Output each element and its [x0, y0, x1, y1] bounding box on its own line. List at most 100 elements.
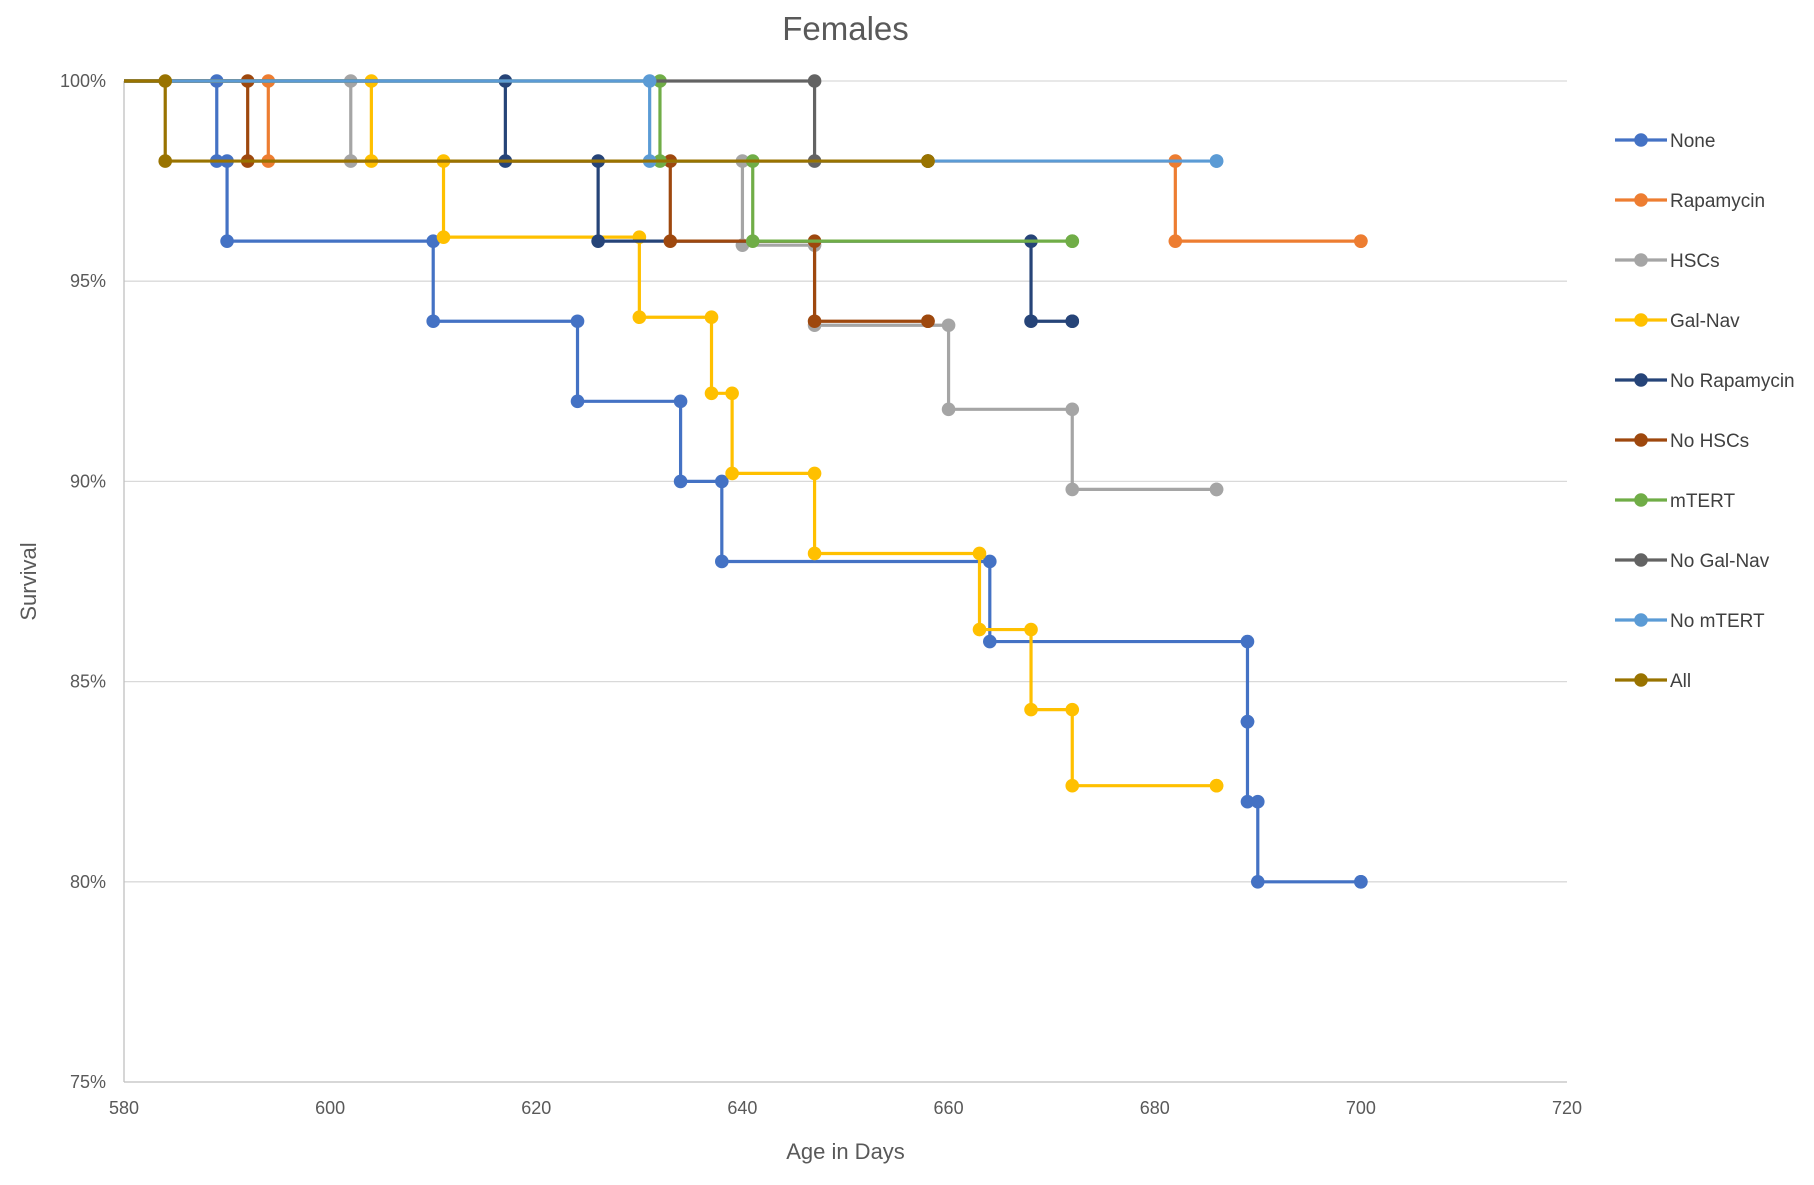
series-no-mtert	[124, 74, 1224, 168]
x-tick-label: 640	[727, 1098, 757, 1118]
legend-label: No HSCs	[1670, 431, 1749, 452]
data-point	[1024, 622, 1038, 637]
data-point	[632, 310, 647, 325]
series-line	[124, 79, 928, 323]
data-point	[1240, 794, 1255, 809]
data-point	[591, 234, 605, 248]
data-point	[807, 466, 822, 481]
data-point	[158, 154, 173, 168]
data-point	[972, 622, 987, 637]
y-tick-label: 100%	[60, 71, 106, 91]
data-point	[983, 634, 997, 649]
x-tick-label: 660	[934, 1098, 964, 1118]
data-point	[715, 554, 729, 569]
data-point	[1065, 402, 1080, 417]
data-point	[673, 394, 688, 409]
x-tick-label: 680	[1140, 1098, 1170, 1118]
x-tick-label: 700	[1346, 1098, 1376, 1118]
chart-title: Females	[782, 10, 909, 47]
data-point	[1250, 794, 1265, 809]
x-tick-label: 580	[109, 1098, 139, 1118]
legend-item: No Gal-Nav	[1615, 551, 1770, 572]
data-point	[715, 474, 729, 489]
data-point	[807, 74, 822, 88]
data-point	[642, 74, 657, 88]
legend-label: No mTERT	[1670, 611, 1765, 632]
legend-label: Rapamycin	[1670, 191, 1765, 212]
data-point	[1240, 714, 1255, 729]
legend-label: No Rapamycin	[1670, 371, 1795, 392]
data-point	[807, 546, 822, 561]
data-point	[1209, 778, 1224, 793]
axes: 75% 80% 85% 90% 95% 100% 580 600 620 640 660 680 700…	[60, 71, 1582, 1118]
data-series	[124, 74, 1368, 889]
data-point	[1209, 154, 1224, 168]
data-point	[1065, 702, 1080, 717]
series-no-hscs	[124, 74, 935, 329]
y-tick-label: 90%	[70, 471, 106, 491]
data-point	[1024, 314, 1038, 329]
data-point	[725, 386, 739, 401]
data-point	[1240, 634, 1255, 649]
data-point	[673, 474, 688, 489]
data-point	[1168, 234, 1183, 248]
y-axis-title: Survival	[16, 542, 41, 620]
series-no-rapamycin	[124, 74, 1080, 329]
data-point	[921, 314, 935, 329]
legend-item: All	[1615, 671, 1691, 692]
series-gal-nav	[124, 74, 1224, 793]
series-line	[124, 79, 1217, 788]
legend-swatch-marker	[1634, 133, 1648, 147]
series-line	[124, 79, 928, 163]
data-point	[1065, 234, 1080, 248]
gridlines	[124, 80, 1567, 883]
legend-label: HSCs	[1670, 251, 1720, 272]
data-point	[663, 234, 678, 248]
data-point	[570, 314, 585, 329]
data-point	[725, 466, 739, 481]
y-tick-label: 75%	[70, 1072, 106, 1092]
legend-label: mTERT	[1670, 491, 1735, 512]
legend-swatch-marker	[1634, 433, 1648, 447]
legend-swatch-marker	[1634, 613, 1648, 627]
x-tick-label: 720	[1552, 1098, 1582, 1118]
legend-item: HSCs	[1615, 251, 1720, 272]
legend-label: None	[1670, 131, 1715, 152]
legend-swatch-marker	[1634, 493, 1648, 507]
series-line	[124, 79, 1073, 323]
series-no-gal-nav	[124, 74, 935, 168]
series-all	[124, 74, 935, 168]
series-line	[124, 79, 1217, 163]
data-point	[941, 318, 956, 333]
data-point	[704, 310, 719, 325]
data-point	[436, 230, 451, 244]
data-point	[1209, 482, 1224, 497]
data-point	[921, 154, 935, 168]
legend-swatch-marker	[1634, 373, 1648, 387]
data-point	[426, 234, 441, 248]
data-point	[1354, 234, 1368, 248]
data-point	[570, 394, 585, 409]
legend-swatch-marker	[1634, 673, 1648, 687]
series-line	[124, 79, 1217, 492]
data-point	[941, 402, 956, 417]
legend-swatch-marker	[1634, 193, 1648, 207]
data-point	[1024, 702, 1038, 717]
legend-swatch-marker	[1634, 313, 1648, 327]
legend-item: mTERT	[1615, 491, 1735, 512]
legend-label: No Gal-Nav	[1670, 551, 1770, 572]
data-point	[426, 314, 441, 329]
data-point	[1354, 875, 1368, 889]
data-point	[1250, 875, 1265, 889]
data-point	[704, 386, 719, 401]
legend: None Rapamycin HSCs Gal-Nav No Rapamycin No H…	[1615, 131, 1795, 692]
legend-item: No mTERT	[1615, 611, 1765, 632]
series-hscs	[124, 74, 1224, 497]
legend-label: Gal-Nav	[1670, 311, 1740, 332]
data-point	[1065, 482, 1080, 497]
data-point	[220, 234, 234, 248]
legend-swatch-marker	[1634, 553, 1648, 567]
legend-item: Rapamycin	[1615, 191, 1765, 212]
